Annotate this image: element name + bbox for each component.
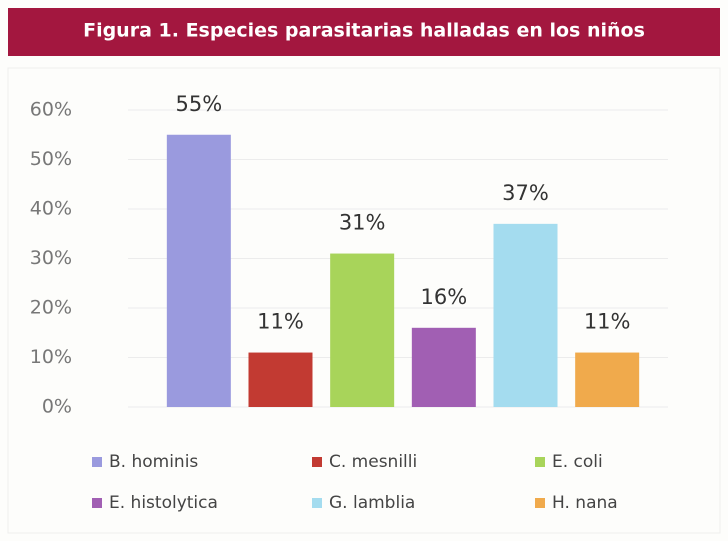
value-label: 16%: [420, 285, 467, 309]
chart-frame: [7, 67, 721, 534]
legend-label: H. nana: [552, 493, 618, 513]
y-tick-label: 50%: [30, 148, 72, 170]
legend-swatch: [92, 498, 102, 508]
y-tick-label: 0%: [42, 396, 72, 418]
y-tick-label: 60%: [30, 99, 72, 121]
value-label: 11%: [584, 310, 631, 334]
bar: [330, 253, 395, 407]
legend-label: G. lamblia: [329, 493, 415, 513]
legend-swatch: [92, 457, 102, 467]
legend-swatch: [312, 457, 322, 467]
title-banner: [8, 8, 720, 56]
bar: [411, 327, 476, 407]
legend-label: B. hominis: [109, 452, 198, 472]
legend-label: E. coli: [552, 452, 603, 472]
value-label: 31%: [339, 211, 386, 235]
bar: [575, 352, 640, 407]
y-tick-label: 30%: [30, 247, 72, 269]
chart-title: Figura 1. Especies parasitarias halladas…: [83, 20, 645, 42]
value-label: 11%: [257, 310, 304, 334]
y-tick-label: 40%: [30, 198, 72, 220]
y-tick-label: 10%: [30, 346, 72, 368]
value-label: 37%: [502, 181, 549, 205]
legend-swatch: [535, 498, 545, 508]
bar: [493, 223, 558, 407]
legend-label: C. mesnilli: [329, 452, 417, 472]
bar: [248, 352, 313, 407]
legend-swatch: [312, 498, 322, 508]
bar: [166, 134, 231, 407]
legend-swatch: [535, 457, 545, 467]
legend-label: E. histolytica: [109, 493, 218, 513]
value-label: 55%: [175, 92, 222, 116]
y-tick-label: 20%: [30, 297, 72, 319]
